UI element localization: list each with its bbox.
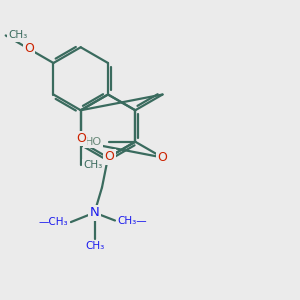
Text: HO: HO: [85, 137, 102, 147]
Text: CH₃: CH₃: [9, 30, 28, 40]
Text: O: O: [104, 150, 114, 163]
Text: CH₃: CH₃: [84, 160, 103, 170]
Text: O: O: [24, 42, 34, 55]
Text: CH₃: CH₃: [85, 241, 104, 251]
Text: —CH₃: —CH₃: [39, 217, 68, 227]
Text: O: O: [76, 132, 86, 145]
Text: N: N: [90, 206, 99, 219]
Text: CH₃—: CH₃—: [117, 215, 147, 226]
Text: O: O: [158, 151, 167, 164]
